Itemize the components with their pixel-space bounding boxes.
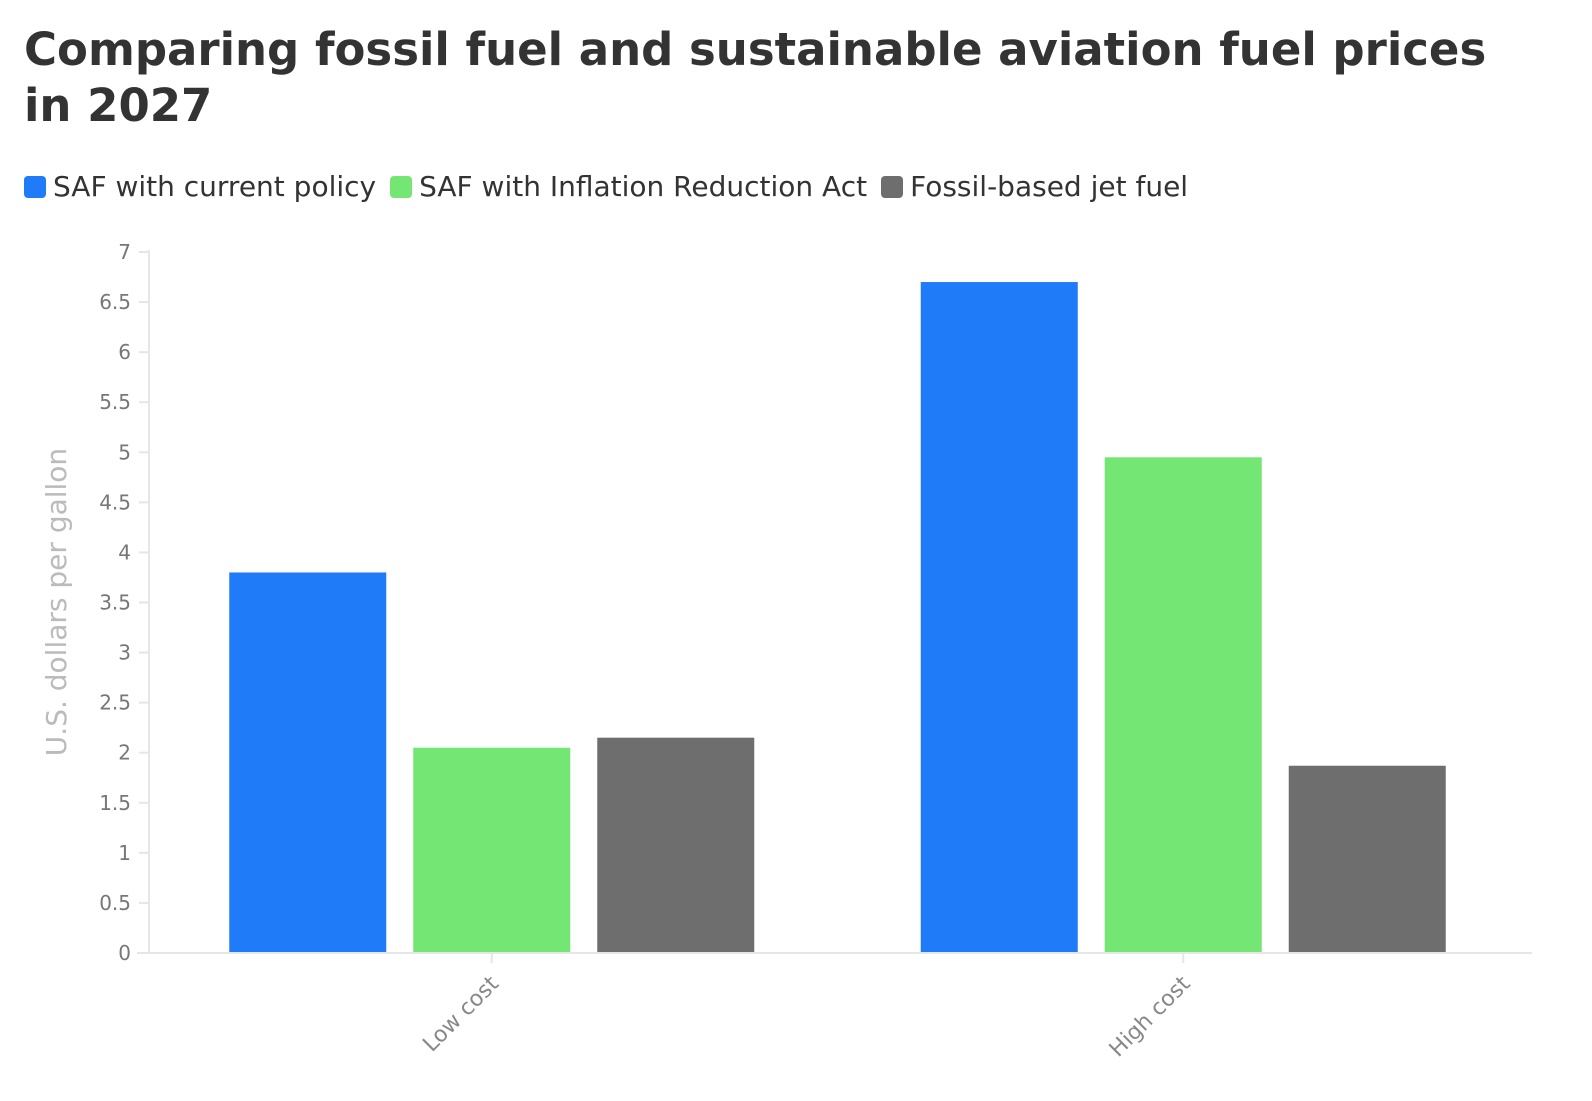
chart-title: Comparing fossil fuel and sustainable av…: [24, 23, 1487, 132]
legend-swatch-saf-ira: [390, 175, 413, 198]
legend-swatch-fossil-jet-fuel: [881, 175, 904, 198]
y-tick-label-2: 2: [118, 741, 131, 765]
y-tick-label-6: 6: [118, 340, 131, 364]
y-tick-label-1: 1: [118, 841, 131, 865]
x-axis-categories: Low cost High cost: [418, 953, 1196, 1062]
y-axis-ticks: 0 0.5 1 1.5 2 2.5 3 3.5 4 4.5 5 5.5 6 6.5 7: [99, 240, 149, 965]
legend-swatch-saf-current-policy: [24, 175, 46, 198]
legend-label-saf-ira: SAF with Inflation Reduction Act: [419, 170, 868, 203]
bar-low-cost-fossil-based-jet-fuel[interactable]: [597, 737, 755, 953]
x-category-label-low-cost: Low cost: [418, 971, 504, 1057]
legend-item-saf-ira[interactable]: SAF with Inflation Reduction Act: [390, 170, 867, 203]
y-tick-label-4-5: 4.5: [99, 490, 131, 514]
y-tick-label-7: 7: [118, 240, 131, 264]
bar-low-cost-saf-with-current-policy[interactable]: [229, 572, 387, 953]
legend-item-fossil-jet-fuel[interactable]: Fossil-based jet fuel: [881, 170, 1188, 203]
y-tick-label-3: 3: [118, 641, 131, 665]
y-axis-title: U.S. dollars per gallon: [40, 448, 73, 756]
bar-high-cost-fossil-based-jet-fuel[interactable]: [1288, 765, 1446, 953]
x-category-label-high-cost: High cost: [1105, 971, 1196, 1062]
y-tick-label-2-5: 2.5: [99, 691, 131, 715]
bar-high-cost-saf-with-current-policy[interactable]: [920, 282, 1078, 953]
y-tick-label-0-5: 0.5: [99, 891, 131, 915]
legend: SAF with current policy SAF with Inflati…: [24, 170, 1202, 203]
y-tick-label-6-5: 6.5: [99, 290, 131, 314]
bar-high-cost-saf-with-inflation-reduction-act[interactable]: [1104, 457, 1262, 953]
y-tick-label-5-5: 5.5: [99, 390, 131, 414]
y-tick-label-5: 5: [118, 440, 131, 464]
y-tick-label-4: 4: [118, 540, 131, 564]
y-tick-label-0: 0: [118, 941, 131, 965]
legend-label-saf-current-policy: SAF with current policy: [53, 170, 377, 203]
y-tick-label-3-5: 3.5: [99, 591, 131, 615]
legend-item-saf-current-policy[interactable]: SAF with current policy: [24, 170, 376, 203]
legend-label-fossil-jet-fuel: Fossil-based jet fuel: [910, 170, 1189, 203]
bars: [229, 282, 1446, 953]
y-tick-label-1-5: 1.5: [99, 791, 131, 815]
bar-low-cost-saf-with-inflation-reduction-act[interactable]: [413, 747, 571, 953]
